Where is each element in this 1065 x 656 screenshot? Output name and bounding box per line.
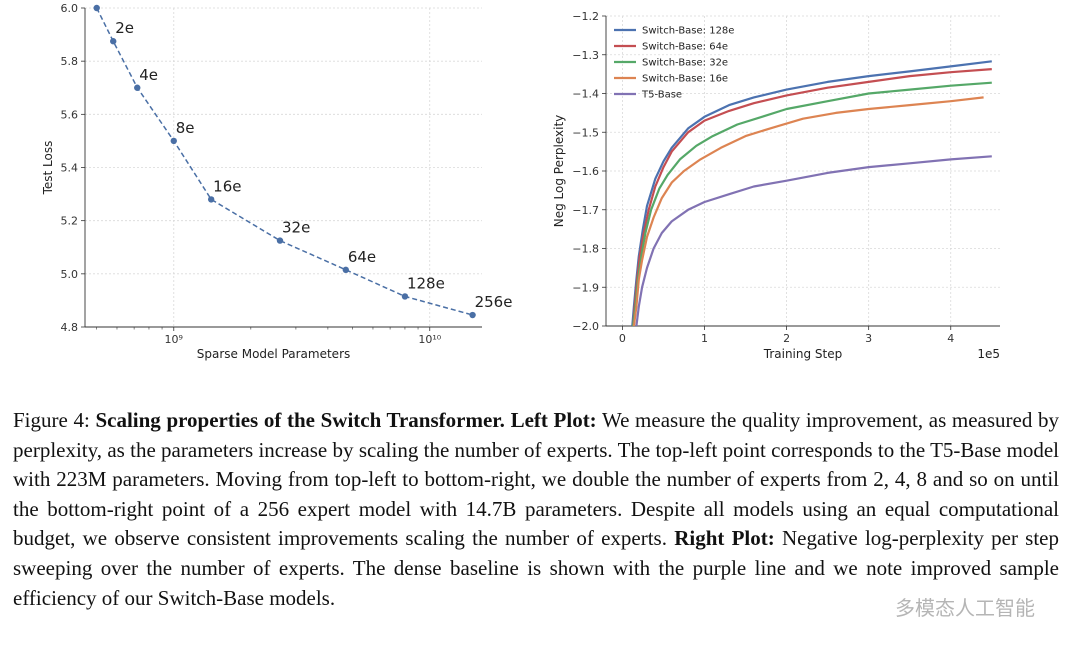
y-tick-label: −2.0	[572, 320, 599, 333]
caption-right-text: Negative log-perplexity per step sweepin…	[13, 526, 1060, 610]
point-label-1e: 1e	[99, 0, 118, 4]
data-point-2e	[110, 38, 117, 45]
x-axis-label: Sparse Model Parameters	[197, 347, 351, 361]
point-label-64e: 64e	[348, 248, 376, 266]
caption-right-label: Right Plot:	[674, 526, 775, 551]
caption-left-label: Left Plot:	[510, 408, 597, 432]
legend-label-0: Switch-Base: 128e	[642, 26, 734, 37]
legend-label-4: T5-Base	[641, 90, 682, 101]
figure-4: 4.8 5.0 5.2 5.4 5.6 5.8 6.0 10⁹ 10¹⁰ Sparse Model…	[41, 0, 1000, 361]
x-tick-label: 10¹⁰	[418, 333, 441, 346]
y-tick-label: −1.3	[572, 49, 599, 62]
legend-label-1: Switch-Base: 64e	[642, 42, 728, 53]
caption-title: Scaling properties of the Switch Transfo…	[95, 408, 505, 432]
x-tick-label: 4	[947, 332, 954, 345]
point-label-256e: 256e	[475, 293, 513, 311]
caption-left-text: We measure the quality improvement, as m…	[13, 408, 1060, 551]
left-chart-test-loss: 4.8 5.0 5.2 5.4 5.6 5.8 6.0 10⁹ 10¹⁰ Sparse Model…	[41, 0, 512, 361]
series-line-1	[632, 68, 992, 326]
x-axis-label: Training Step	[763, 347, 843, 361]
y-tick-label: 5.4	[61, 162, 79, 175]
data-point-8e	[170, 137, 177, 145]
series-line-4	[635, 155, 992, 326]
figure-caption: Figure 4: Scaling properties of the Swit…	[13, 406, 1059, 613]
data-point-32e	[276, 237, 284, 244]
x-axis-multiplier: 1e5	[977, 347, 1000, 361]
y-tick-label: −1.4	[572, 88, 599, 101]
point-label-32e: 32e	[282, 219, 310, 237]
x-tick-label: 2	[783, 332, 790, 345]
legend-label-2: Switch-Base: 32e	[642, 58, 728, 69]
data-point-16e	[207, 196, 215, 203]
y-tick-label: 5.0	[61, 268, 79, 281]
data-point-1e	[93, 4, 100, 12]
data-point-64e	[342, 266, 350, 274]
data-point-128e	[401, 293, 409, 300]
y-tick-label: 5.2	[61, 215, 79, 228]
y-tick-label: −1.9	[572, 281, 599, 294]
series-line-0	[631, 60, 992, 326]
watermark-text: 多模态人工智能	[895, 596, 1035, 620]
point-label-128e: 128e	[407, 274, 445, 292]
x-tick-label: 3	[865, 332, 872, 345]
y-tick-label: 4.8	[61, 321, 79, 334]
caption-figure-number: Figure 4:	[13, 408, 90, 432]
series-line-3	[632, 96, 984, 326]
y-tick-label: −1.2	[572, 10, 599, 23]
point-label-16e: 16e	[213, 177, 241, 195]
y-tick-label: 5.8	[61, 55, 79, 68]
x-tick-label: 0	[619, 332, 626, 345]
data-point-256e	[469, 311, 476, 319]
data-point-4e	[134, 84, 141, 91]
x-tick-label: 1	[701, 332, 708, 345]
series-line-2	[632, 81, 992, 326]
series-line	[96, 7, 473, 316]
legend-label-3: Switch-Base: 16e	[642, 74, 728, 85]
y-tick-label: −1.5	[572, 126, 599, 139]
x-tick-label: 10⁹	[165, 333, 183, 346]
y-tick-label: 5.6	[61, 108, 79, 121]
y-axis-label: Neg Log Perplexity	[552, 115, 566, 228]
point-label-4e: 4e	[139, 66, 158, 84]
y-tick-label: −1.6	[572, 165, 599, 178]
point-label-2e: 2e	[115, 19, 134, 37]
point-label-8e: 8e	[176, 119, 195, 137]
y-tick-label: 6.0	[61, 2, 79, 15]
y-tick-label: −1.8	[572, 243, 599, 256]
y-tick-label: −1.7	[572, 204, 599, 217]
y-axis-label: Test Loss	[41, 141, 55, 196]
right-chart-neg-log-perplexity: −2.0 −1.9 −1.8 −1.7 −1.6 −1.5 −1.4 −1.3 −1.2 0 1 2 3…	[552, 10, 1000, 361]
